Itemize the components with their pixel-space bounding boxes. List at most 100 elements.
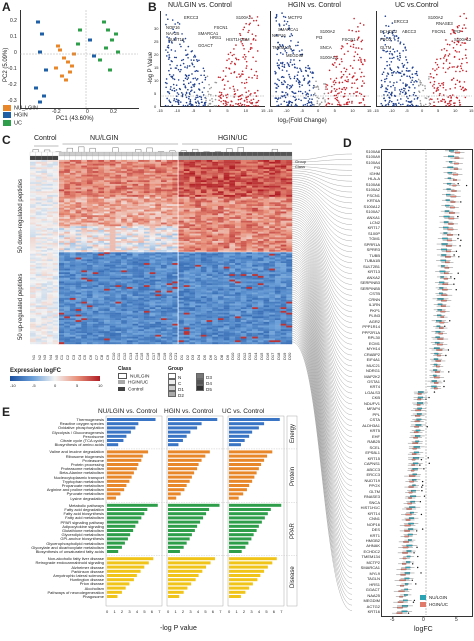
heatmap-cell — [269, 200, 276, 203]
heatmap-cell — [257, 268, 264, 271]
heatmap-cell — [109, 220, 116, 223]
heatmap-cell — [161, 198, 167, 201]
heatmap-cell — [274, 207, 281, 210]
heatmap-cell — [189, 189, 196, 192]
heatmap-cell — [223, 288, 230, 291]
heatmap-cell — [217, 286, 224, 289]
heatmap-cell — [126, 183, 133, 186]
heatmap-cell — [64, 222, 71, 225]
heatmap-cell — [41, 231, 48, 234]
volcano-point — [406, 75, 408, 78]
volcano-xtick: 0 — [209, 108, 212, 113]
heatmap-cell — [41, 196, 48, 199]
heatmap-cell — [195, 200, 202, 203]
heatmap-cell — [206, 191, 213, 194]
volcano-point — [236, 76, 238, 78]
heatmap-cell — [172, 235, 179, 238]
heatmap-cell — [115, 263, 122, 266]
volcano-point — [450, 33, 452, 35]
volcano-point — [431, 85, 434, 87]
heatmap-cell — [269, 244, 276, 247]
group-bar-cell — [149, 151, 156, 157]
heatmap-cell — [41, 169, 48, 172]
heatmap-cell — [257, 226, 264, 229]
heatmap-cell — [178, 193, 184, 196]
heatmap-cell — [166, 286, 173, 289]
heatmap-cell — [263, 246, 270, 249]
heatmap-cell — [240, 283, 247, 286]
heatmap-cell — [35, 215, 42, 218]
heatmap-cell — [212, 292, 219, 295]
heatmap-cell — [121, 193, 128, 196]
heatmap-cell — [104, 279, 110, 282]
volcano-point — [275, 90, 277, 93]
heatmap-cell — [280, 171, 287, 174]
heatmap-cell — [166, 259, 173, 262]
class-bar-cell — [252, 155, 258, 161]
heatmap-cell — [206, 194, 213, 197]
heatmap-cell — [240, 268, 247, 271]
heatmap-cell — [121, 198, 128, 201]
volcano-point — [315, 80, 317, 83]
volcano-point — [211, 100, 214, 103]
heatmap-cell — [109, 222, 116, 225]
volcano-point — [174, 50, 177, 52]
heatmap-cell — [52, 217, 59, 220]
heatmap-cell — [280, 204, 287, 207]
group-bar-cell — [183, 151, 190, 157]
heatmap-cell — [41, 206, 48, 209]
volcano-point — [445, 89, 447, 91]
class-bar-cell — [29, 155, 36, 161]
heatmap-cell — [86, 283, 93, 286]
heatmap-cell — [92, 257, 99, 260]
heatmap-cell — [86, 298, 93, 301]
heatmap-cell — [121, 252, 128, 255]
heatmap-cell — [58, 292, 65, 295]
heatmap-cell — [81, 237, 88, 240]
volcano-point — [360, 60, 362, 62]
volcano-point — [294, 66, 296, 69]
heatmap-cell — [47, 253, 53, 256]
heatmap-cell — [200, 244, 207, 247]
volcano-point — [404, 56, 407, 58]
volcano-point — [167, 44, 170, 47]
heatmap-cell — [155, 198, 162, 201]
heatmap-cell — [240, 290, 247, 293]
heatmap-cell — [206, 161, 213, 164]
heatmap-cell — [126, 218, 133, 221]
heatmap-cell — [115, 165, 122, 168]
heatmap-cell — [166, 296, 173, 299]
heatmap-cell — [206, 209, 213, 212]
volcano-point — [462, 69, 464, 72]
heatmap-cell — [206, 246, 213, 249]
heatmap-cell — [52, 257, 59, 260]
heatmap-cell — [30, 163, 36, 166]
heatmap-cell — [274, 191, 281, 194]
volcano-point — [413, 81, 415, 83]
heatmap-cell — [286, 270, 293, 273]
heatmap-cell — [86, 183, 93, 186]
volcano-point — [168, 69, 170, 72]
volcano-point — [422, 104, 425, 107]
heatmap-cell — [75, 290, 82, 293]
heatmap-cell — [81, 253, 88, 256]
heatmap-cell — [166, 206, 173, 209]
volcano-point — [281, 12, 283, 14]
volcano-point — [177, 68, 180, 71]
heatmap-cell — [172, 259, 179, 262]
heatmap-cell — [200, 202, 207, 205]
heatmap-cell — [58, 259, 65, 262]
group-bar-cell — [64, 151, 70, 157]
heatmap-cell — [47, 180, 53, 183]
pca-legend-label: HGIN — [14, 112, 28, 119]
volcano-point — [248, 76, 250, 79]
heatmap-cell — [47, 228, 53, 231]
heatmap-cell — [30, 215, 36, 218]
heatmap-cell — [263, 198, 270, 201]
heatmap-cell — [121, 259, 128, 262]
heatmap-cell — [235, 202, 241, 205]
heatmap-cell — [200, 191, 207, 194]
heatmap-cell — [132, 298, 139, 301]
volcano-point — [287, 63, 290, 65]
heatmap-cell — [86, 189, 93, 192]
